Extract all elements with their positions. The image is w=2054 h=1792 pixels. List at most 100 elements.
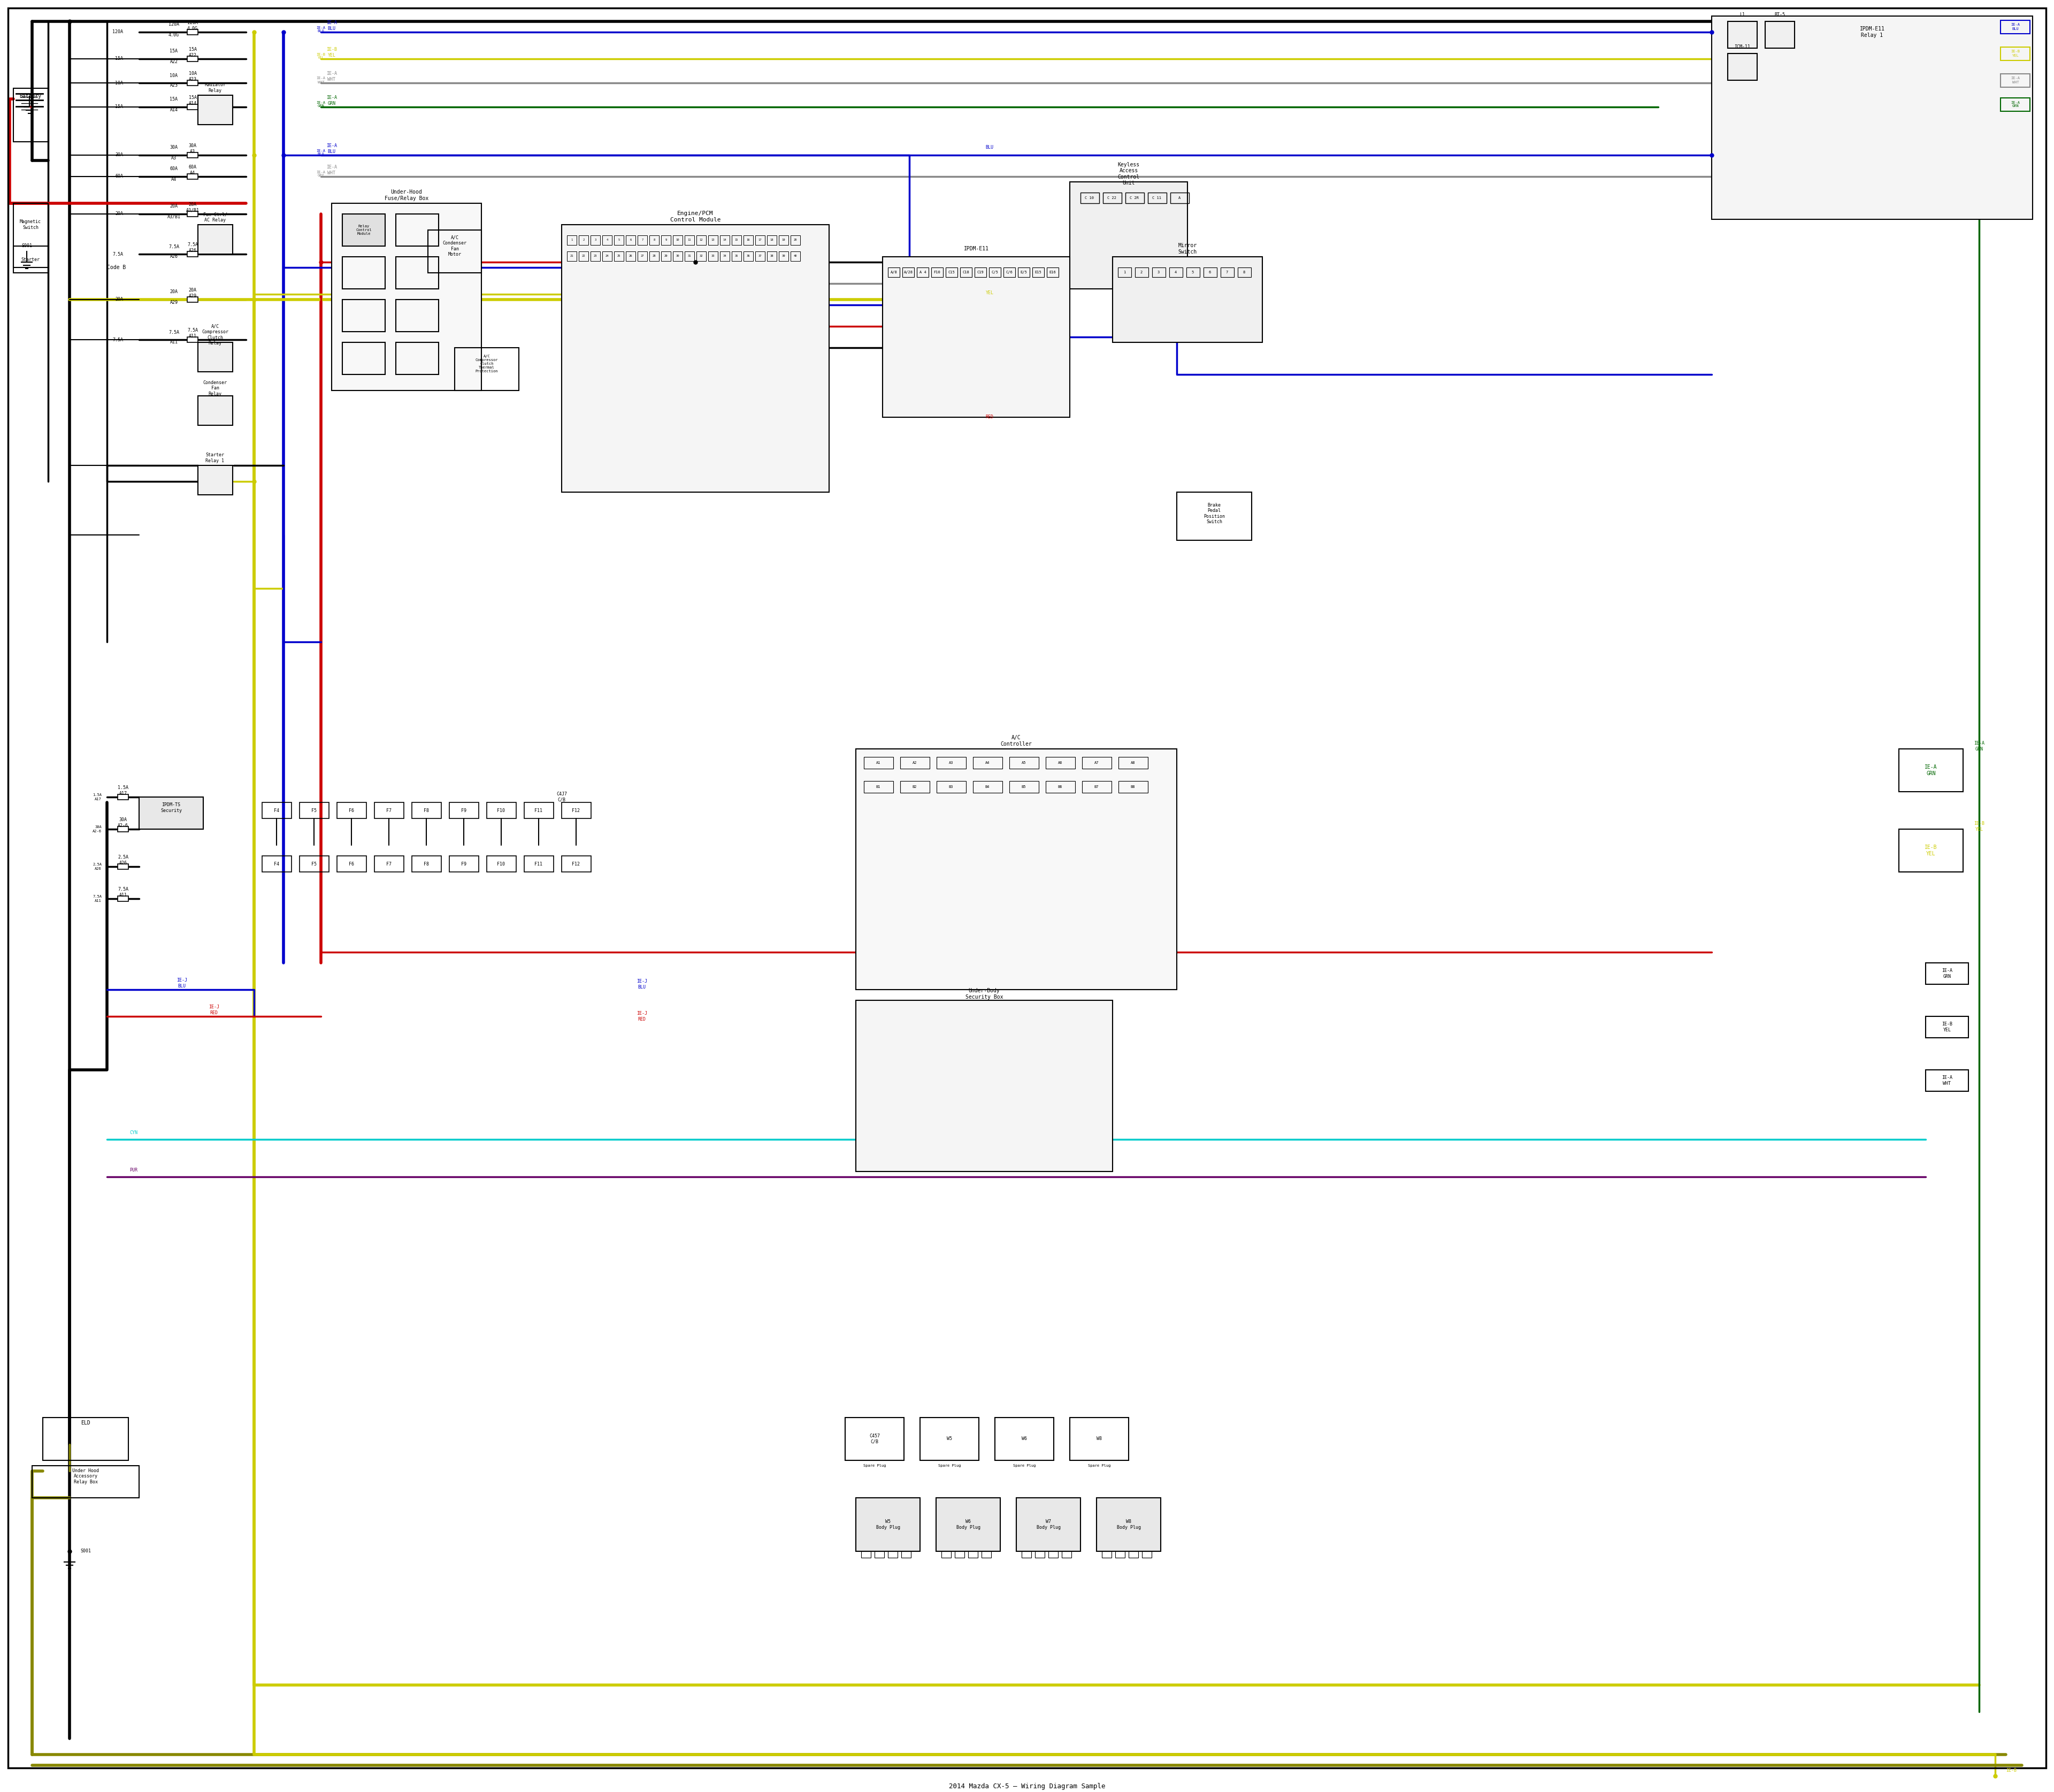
- Text: IE-A
BLU: IE-A BLU: [327, 20, 337, 30]
- Text: 15A: 15A: [170, 48, 179, 54]
- Text: 2.5A
A26: 2.5A A26: [92, 864, 101, 871]
- Bar: [974, 781, 1002, 792]
- Bar: [43, 1417, 127, 1460]
- Text: B7: B7: [1095, 785, 1099, 788]
- Bar: [1187, 267, 1200, 278]
- Text: F9: F9: [460, 862, 466, 866]
- Bar: [413, 857, 442, 873]
- Text: Fan Ctrl/
AC Relay: Fan Ctrl/ AC Relay: [203, 211, 228, 222]
- Bar: [187, 297, 197, 303]
- Text: 4: 4: [1175, 271, 1177, 274]
- Bar: [945, 267, 957, 278]
- Bar: [374, 857, 405, 873]
- Text: +: +: [29, 104, 33, 109]
- Text: IE-A
WHT: IE-A WHT: [2011, 77, 2019, 84]
- Bar: [396, 342, 440, 375]
- Bar: [567, 235, 577, 246]
- Text: 15A: 15A: [115, 104, 123, 109]
- Bar: [709, 235, 717, 246]
- Text: 25: 25: [616, 254, 620, 258]
- Bar: [637, 251, 647, 262]
- Text: A14: A14: [170, 108, 179, 113]
- Text: IE-A
GRN: IE-A GRN: [1925, 765, 1937, 776]
- Text: B2: B2: [912, 785, 916, 788]
- Text: S001: S001: [21, 244, 33, 249]
- Text: Spare Plug: Spare Plug: [939, 1464, 961, 1468]
- Text: IE-A
GRN: IE-A GRN: [1941, 968, 1953, 978]
- Text: Brake
Pedal
Position
Switch: Brake Pedal Position Switch: [1204, 504, 1224, 525]
- Text: 37: 37: [758, 254, 762, 258]
- Bar: [1035, 1552, 1045, 1557]
- Text: B6: B6: [1058, 785, 1062, 788]
- Text: IE-A
WHT: IE-A WHT: [327, 165, 337, 176]
- Bar: [857, 1000, 1113, 1172]
- Bar: [756, 235, 764, 246]
- Bar: [1727, 22, 1756, 48]
- Text: W5
Body Plug: W5 Body Plug: [875, 1520, 900, 1530]
- Text: A22: A22: [170, 59, 179, 65]
- Bar: [967, 1552, 978, 1557]
- Bar: [450, 803, 479, 819]
- Bar: [626, 251, 635, 262]
- Text: 10A: 10A: [170, 73, 179, 77]
- Text: F12: F12: [573, 808, 579, 814]
- Bar: [117, 864, 127, 869]
- Bar: [756, 251, 764, 262]
- Bar: [2001, 99, 2029, 111]
- Text: C457
C/B: C457 C/B: [869, 1434, 879, 1444]
- Bar: [614, 251, 624, 262]
- Bar: [887, 1552, 898, 1557]
- Bar: [561, 857, 592, 873]
- Text: F4: F4: [273, 862, 279, 866]
- Text: 21: 21: [571, 254, 573, 258]
- Bar: [614, 235, 624, 246]
- Text: A: A: [1179, 197, 1181, 199]
- Bar: [1239, 267, 1251, 278]
- Text: 7.5A
A11: 7.5A A11: [117, 887, 127, 898]
- Text: A 4: A 4: [920, 271, 926, 274]
- Bar: [731, 251, 741, 262]
- Bar: [684, 235, 694, 246]
- Bar: [337, 857, 366, 873]
- Bar: [396, 256, 440, 289]
- Text: 60A
A4: 60A A4: [189, 165, 197, 176]
- Text: IE-A
GRN: IE-A GRN: [1974, 742, 1984, 751]
- Bar: [300, 857, 329, 873]
- Text: IE-J
RED: IE-J RED: [637, 1011, 647, 1021]
- Bar: [1148, 192, 1167, 202]
- Text: C 2R: C 2R: [1130, 197, 1140, 199]
- Text: Mirror
Switch: Mirror Switch: [1179, 244, 1197, 254]
- Text: YEL: YEL: [986, 290, 994, 296]
- Text: A29: A29: [170, 299, 179, 305]
- Bar: [592, 235, 600, 246]
- Text: IE-B
YEL: IE-B YEL: [1941, 1021, 1953, 1032]
- Bar: [1711, 16, 2033, 219]
- Text: A3: A3: [949, 762, 953, 765]
- Text: 23: 23: [594, 254, 598, 258]
- Text: W7
Body Plug: W7 Body Plug: [1037, 1520, 1060, 1530]
- Text: Magnetic
Switch: Magnetic Switch: [21, 219, 41, 229]
- Bar: [744, 235, 754, 246]
- Text: L1: L1: [1740, 13, 1744, 18]
- Bar: [1033, 267, 1043, 278]
- Text: F11: F11: [534, 862, 542, 866]
- Bar: [374, 803, 405, 819]
- Text: IE-A
BLU: IE-A BLU: [327, 143, 337, 154]
- Text: 20A: 20A: [170, 290, 179, 294]
- Bar: [1119, 756, 1148, 769]
- Text: F10: F10: [935, 271, 941, 274]
- Bar: [626, 235, 635, 246]
- Bar: [187, 81, 197, 86]
- Text: IE-A
BLU: IE-A BLU: [2011, 23, 2019, 30]
- Text: ELD: ELD: [80, 1421, 90, 1426]
- Text: 30A
A3: 30A A3: [189, 143, 197, 154]
- Text: A8: A8: [1130, 762, 1136, 765]
- Bar: [454, 348, 520, 391]
- Bar: [649, 235, 659, 246]
- Bar: [117, 896, 127, 901]
- Bar: [959, 267, 972, 278]
- Text: 10A: 10A: [115, 81, 123, 86]
- Bar: [117, 826, 127, 831]
- Text: C 11: C 11: [1152, 197, 1161, 199]
- Bar: [900, 781, 930, 792]
